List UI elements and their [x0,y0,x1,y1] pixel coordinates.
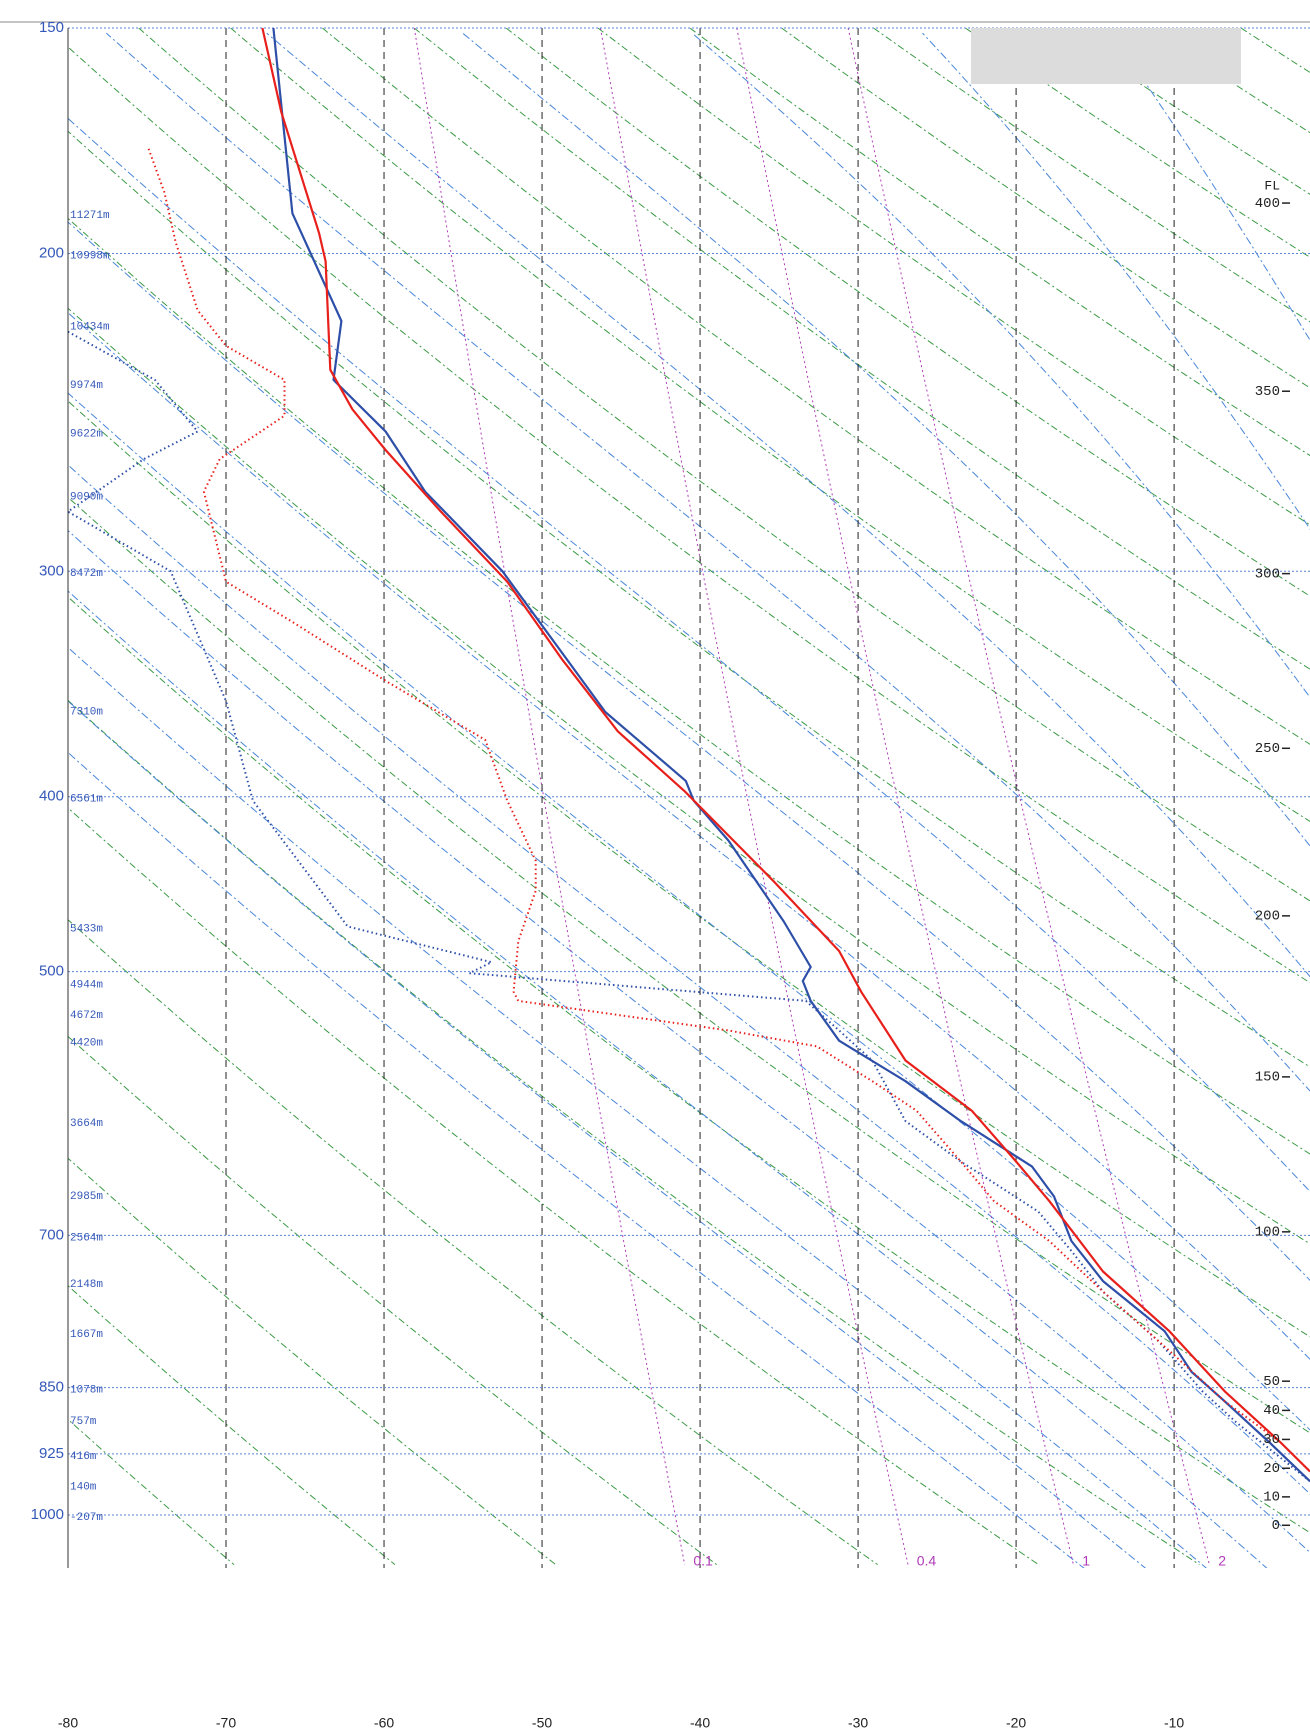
legend-box [971,28,1241,84]
mixing-ratio-label: 0.1 [693,1553,713,1569]
height-label: 6561m [70,794,103,806]
moist-adiabat [691,32,1310,699]
dewpoint-line [68,330,1310,1483]
dry-adiabat [68,699,1200,1566]
mixing-ratio-label: 2 [1218,1553,1226,1569]
fl-tick-label: 50 [1263,1374,1280,1390]
fl-tick-label: 30 [1263,1432,1280,1448]
y-tick-label: 300 [39,562,64,579]
grid [67,27,1310,1568]
height-label: 11271m [70,210,110,222]
height-label: 7310m [70,707,103,719]
moist-adiabat [105,32,1310,1092]
moist-adiabat [922,32,1310,530]
height-label: -207m [70,1512,103,1524]
height-label: 1667m [70,1329,103,1341]
fl-tick-label: 10 [1263,1490,1280,1506]
fl-tick-label: 400 [1255,196,1280,212]
dry-adiabat [68,1157,557,1565]
moist-adiabat [68,464,1310,1495]
moist-adiabat [68,646,1207,1568]
y-tick-label: 150 [39,19,64,36]
moist-adiabat [68,700,1147,1568]
x-tick-label: -60 [374,1715,394,1731]
temperature-line [272,28,1310,1483]
temperature-line [261,28,1310,1473]
profiles [68,28,1310,1483]
mixing-ratio-label: 1 [1082,1553,1090,1569]
x-tick-label: -80 [58,1715,78,1731]
y-tick-label: 850 [39,1379,64,1396]
fl-tick-label: 350 [1255,384,1280,400]
y-tick-label: 400 [39,788,64,805]
fl-tick-label: 250 [1255,741,1280,757]
mixing-ratio-line [736,28,1074,1565]
fl-tick-label: 40 [1263,1403,1280,1419]
x-tick-label: -10 [1164,1715,1184,1731]
height-label: 4944m [70,979,103,991]
height-label: 9974m [70,380,103,392]
labels: 0.1 0.4 1 2-80 -70 -60 -50 -40 -30 -20 -1015020030… [31,19,1290,1731]
fl-tick-label: 0 [1272,1518,1280,1534]
moist-adiabat [68,751,1085,1568]
fl-axis-title: FL [1264,178,1280,193]
x-tick-label: -40 [690,1715,710,1731]
dry-adiabat [1240,28,1310,74]
dewpoint-line [147,148,1310,1473]
dry-adiabat [68,46,1310,984]
y-tick-label: 500 [39,963,64,980]
height-label: 9622m [70,428,103,440]
height-label: 416m [70,1451,97,1463]
moist-adiabat [68,392,1310,1431]
background-lines [68,28,1310,1568]
height-label: 140m [70,1482,97,1494]
dry-adiabat [413,28,1310,670]
height-label: 3664m [70,1118,103,1130]
dry-adiabat [68,496,1310,1434]
mixing-ratio-line [599,28,909,1565]
height-label: 4420m [70,1038,103,1050]
x-tick-label: -70 [216,1715,236,1731]
dry-adiabat [68,130,1310,1068]
height-label: 2148m [70,1279,103,1291]
height-label: 1078m [70,1384,103,1396]
dry-adiabat [68,596,1310,1534]
dry-adiabat [68,807,1039,1566]
height-label: 8472m [70,568,103,580]
height-label: 5433m [70,923,103,935]
height-label: 10434m [70,322,110,334]
moist-adiabat [68,590,1268,1568]
height-label: 9090m [70,491,103,503]
moist-adiabat [68,529,1310,1554]
dry-adiabat [689,28,1310,457]
height-label: 2564m [70,1232,103,1244]
moist-adiabat [1110,32,1310,342]
y-tick-label: 925 [39,1445,64,1462]
height-label: 4672m [70,1010,103,1022]
y-tick-label: 700 [39,1226,64,1243]
x-tick-label: -20 [1006,1715,1026,1731]
y-tick-label: 200 [39,244,64,261]
height-label: 10998m [70,250,110,262]
height-label: 757m [70,1416,97,1428]
fl-tick-label: 100 [1255,1225,1280,1241]
fl-tick-label: 150 [1255,1070,1280,1086]
dry-adiabat [230,28,1310,823]
mixing-ratio-label: 0.4 [917,1553,937,1569]
dry-adiabat [873,28,1310,323]
x-tick-label: -30 [848,1715,868,1731]
fl-tick-label: 20 [1263,1461,1280,1477]
x-tick-label: -50 [532,1715,552,1731]
fl-tick-label: 300 [1255,566,1280,582]
y-tick-label: 1000 [31,1506,64,1523]
moist-adiabat [68,312,1310,1360]
moist-adiabat [462,32,1310,847]
moist-adiabat [266,32,1310,978]
fl-tick-label: 200 [1255,909,1280,925]
height-label: 2985m [70,1191,103,1203]
moist-adiabat [68,221,1310,1281]
moist-adiabat [68,117,1310,1193]
